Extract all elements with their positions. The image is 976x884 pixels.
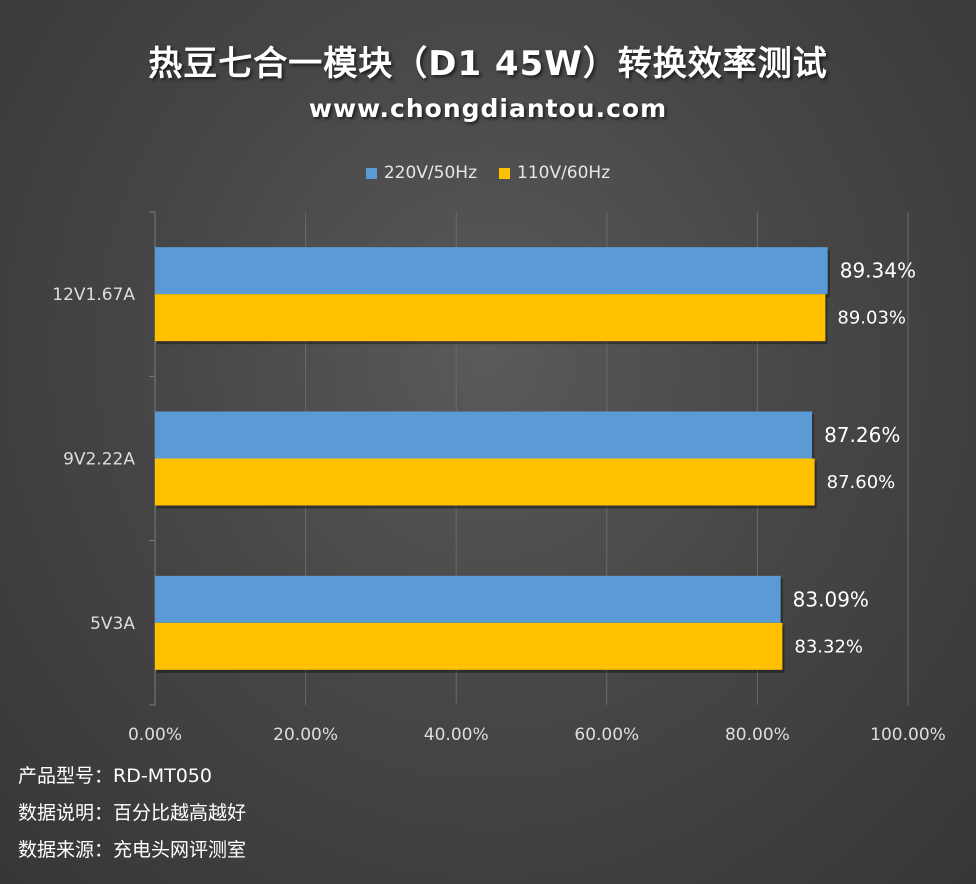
bar-s2-1 — [155, 458, 815, 506]
x-tick-label-5: 100.00% — [870, 725, 946, 745]
legend-label-series2: 110V/60Hz — [517, 163, 611, 183]
x-tick-label-2: 40.00% — [424, 725, 489, 745]
bar-s1-0 — [155, 247, 828, 295]
legend: 220V/50Hz 110V/60Hz — [0, 163, 976, 183]
data-label-s1-0: 89.34% — [840, 259, 916, 283]
x-tick-label-1: 20.00% — [273, 725, 338, 745]
data-label-s2-0: 89.03% — [837, 308, 906, 329]
x-tick-label-0: 0.00% — [128, 725, 182, 745]
note-model: 产品型号：RD-MT050 — [18, 765, 212, 787]
bar-s1-2 — [155, 575, 781, 623]
category-label-2: 5V3A — [90, 614, 135, 634]
category-label-1: 9V2.22A — [63, 450, 135, 470]
data-label-s2-1: 87.60% — [827, 472, 896, 493]
chart-title: 热豆七合一模块（D1 45W）转换效率测试 — [148, 44, 828, 84]
website-subtitle: www.chongdiantou.com — [308, 94, 668, 123]
bar-s1-1 — [155, 411, 813, 459]
x-tick-label-3: 60.00% — [574, 725, 639, 745]
notes: 产品型号：RD-MT050 数据说明：百分比越高越好 数据来源：充电头网评测室 — [18, 758, 246, 869]
legend-item-series2: 110V/60Hz — [499, 163, 610, 183]
legend-swatch-series1 — [365, 167, 377, 179]
data-label-s1-1: 87.26% — [824, 423, 900, 447]
bar-s2-0 — [155, 294, 826, 342]
x-tick-label-4: 80.00% — [725, 725, 790, 745]
legend-swatch-series2 — [499, 167, 510, 179]
bar-s2-2 — [155, 622, 783, 670]
category-label-0: 12V1.67A — [52, 285, 135, 305]
data-label-s1-2: 83.09% — [793, 587, 869, 611]
note-source: 数据来源：充电头网评测室 — [18, 839, 247, 861]
note-description: 数据说明：百分比越高越好 — [18, 802, 247, 824]
legend-item-series1: 220V/50Hz — [365, 163, 477, 183]
legend-label-series1: 220V/50Hz — [383, 163, 477, 183]
data-label-s2-2: 83.32% — [794, 636, 863, 657]
